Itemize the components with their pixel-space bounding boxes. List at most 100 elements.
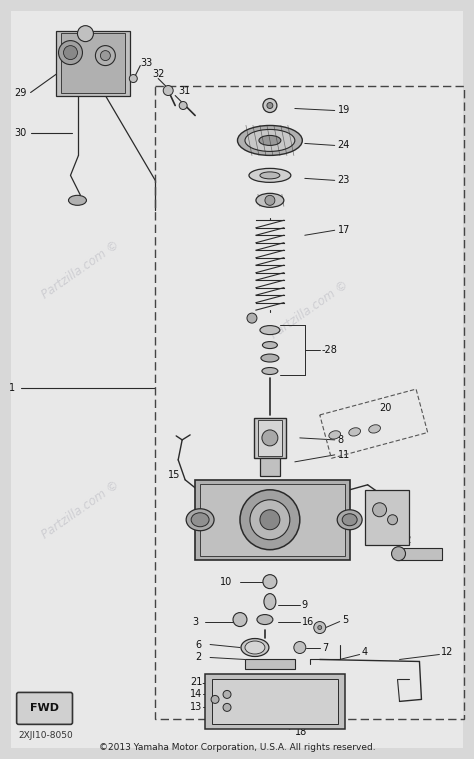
Text: 21: 21 xyxy=(190,678,202,688)
Bar xyxy=(195,480,350,559)
Text: 27: 27 xyxy=(368,500,379,509)
Text: 11: 11 xyxy=(337,450,350,460)
Ellipse shape xyxy=(261,354,279,362)
Text: 14: 14 xyxy=(190,689,202,700)
Text: 18: 18 xyxy=(295,727,307,737)
Ellipse shape xyxy=(263,342,277,348)
Text: 4: 4 xyxy=(362,647,368,657)
Ellipse shape xyxy=(259,135,281,146)
Bar xyxy=(254,418,286,458)
Circle shape xyxy=(240,490,300,550)
Ellipse shape xyxy=(337,510,362,530)
Text: 9: 9 xyxy=(302,600,308,609)
Text: 17: 17 xyxy=(337,225,350,235)
Circle shape xyxy=(211,695,219,704)
Text: ©2013 Yamaha Motor Corporation, U.S.A. All rights reserved.: ©2013 Yamaha Motor Corporation, U.S.A. A… xyxy=(99,743,375,752)
Circle shape xyxy=(388,515,398,524)
Text: 20: 20 xyxy=(380,403,392,413)
Circle shape xyxy=(250,499,290,540)
Ellipse shape xyxy=(69,195,86,206)
Bar xyxy=(260,458,280,476)
Text: 1: 1 xyxy=(9,383,15,393)
Text: 10: 10 xyxy=(220,577,232,587)
Text: 23: 23 xyxy=(337,175,350,185)
Bar xyxy=(245,660,295,669)
Text: 7: 7 xyxy=(322,643,328,653)
Ellipse shape xyxy=(245,641,265,654)
Ellipse shape xyxy=(342,514,357,526)
Ellipse shape xyxy=(241,638,269,657)
Text: 31: 31 xyxy=(178,86,191,96)
Text: 29: 29 xyxy=(15,87,27,97)
Text: 22: 22 xyxy=(400,534,412,545)
Text: 19: 19 xyxy=(337,106,350,115)
Circle shape xyxy=(263,575,277,589)
Text: Partzilla.com ©: Partzilla.com © xyxy=(269,488,351,551)
Circle shape xyxy=(318,625,322,629)
Text: Partzilla.com ©: Partzilla.com © xyxy=(269,279,351,342)
Text: 2: 2 xyxy=(195,653,201,663)
Text: 25: 25 xyxy=(400,505,411,515)
Circle shape xyxy=(294,641,306,653)
Bar xyxy=(398,548,442,559)
Text: 15: 15 xyxy=(168,470,181,480)
Text: -28: -28 xyxy=(322,345,337,355)
Text: 24: 24 xyxy=(337,140,350,150)
Text: 32: 32 xyxy=(152,68,164,79)
Ellipse shape xyxy=(329,431,341,439)
Bar xyxy=(55,30,130,96)
Circle shape xyxy=(263,99,277,112)
Bar xyxy=(212,679,337,724)
Circle shape xyxy=(265,195,275,206)
Text: 16: 16 xyxy=(302,616,314,627)
Text: 26: 26 xyxy=(383,500,394,509)
Circle shape xyxy=(262,430,278,446)
Circle shape xyxy=(95,46,115,65)
Ellipse shape xyxy=(349,428,361,436)
Circle shape xyxy=(260,510,280,530)
FancyBboxPatch shape xyxy=(17,692,73,724)
Circle shape xyxy=(223,704,231,711)
Text: 8: 8 xyxy=(337,435,344,445)
Circle shape xyxy=(247,313,257,323)
Circle shape xyxy=(58,41,82,65)
Ellipse shape xyxy=(369,425,381,433)
Text: 5: 5 xyxy=(342,615,348,625)
Circle shape xyxy=(314,622,326,634)
Ellipse shape xyxy=(257,615,273,625)
Circle shape xyxy=(129,74,137,83)
Circle shape xyxy=(233,613,247,626)
Text: 15: 15 xyxy=(390,505,402,515)
Circle shape xyxy=(392,546,405,561)
Text: Partzilla.com ©: Partzilla.com © xyxy=(39,478,122,541)
Text: 13: 13 xyxy=(190,702,202,713)
Text: 33: 33 xyxy=(140,58,153,68)
Bar xyxy=(61,33,125,93)
Text: 3: 3 xyxy=(192,616,198,627)
Circle shape xyxy=(373,502,387,517)
Text: 30: 30 xyxy=(15,128,27,138)
Circle shape xyxy=(100,51,110,61)
Ellipse shape xyxy=(264,594,276,609)
Circle shape xyxy=(223,691,231,698)
Ellipse shape xyxy=(237,125,302,156)
Text: 6: 6 xyxy=(195,640,201,650)
Ellipse shape xyxy=(256,194,284,207)
Bar xyxy=(155,86,465,720)
Circle shape xyxy=(179,102,187,109)
Bar xyxy=(200,483,345,556)
Ellipse shape xyxy=(262,367,278,374)
Ellipse shape xyxy=(260,172,280,179)
Text: FWD: FWD xyxy=(30,704,59,713)
Ellipse shape xyxy=(260,326,280,335)
Bar xyxy=(258,420,282,456)
Circle shape xyxy=(163,86,173,96)
Ellipse shape xyxy=(245,130,295,151)
Circle shape xyxy=(64,46,77,60)
Circle shape xyxy=(77,26,93,42)
Ellipse shape xyxy=(249,168,291,182)
Text: 2XJI10-8050: 2XJI10-8050 xyxy=(18,731,73,740)
Bar xyxy=(205,675,345,729)
Bar xyxy=(320,389,428,458)
Ellipse shape xyxy=(186,509,214,531)
